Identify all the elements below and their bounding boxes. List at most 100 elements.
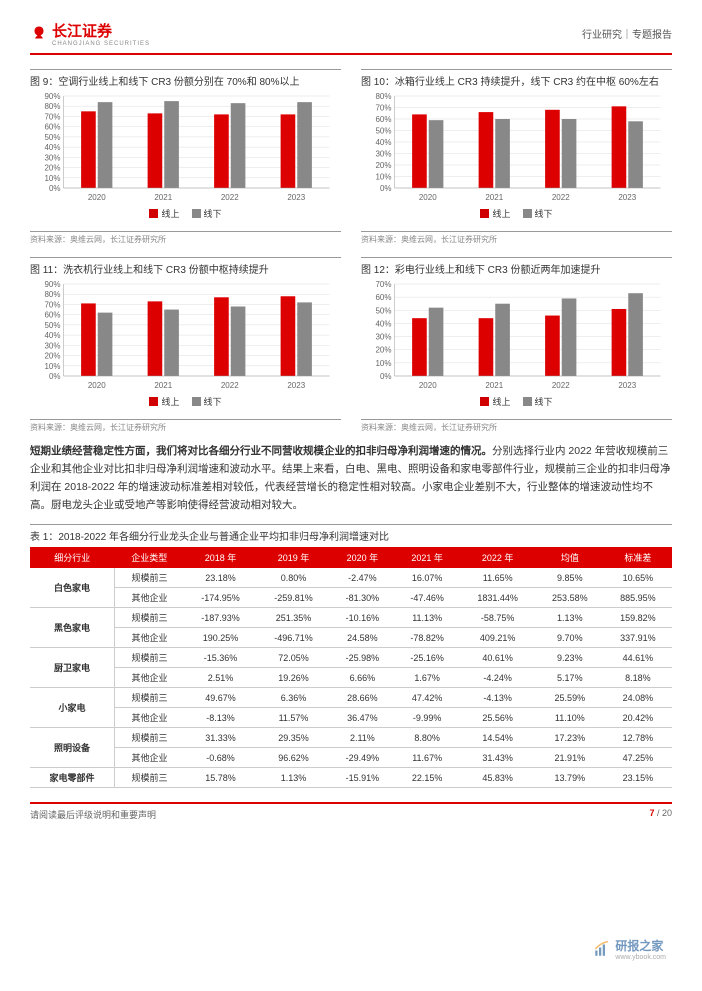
table-cell: 规模前三 bbox=[114, 568, 184, 588]
table-cell: 20.42% bbox=[604, 708, 672, 728]
table-cell: -4.24% bbox=[460, 668, 536, 688]
table-cell: 25.59% bbox=[536, 688, 604, 708]
brand-icon bbox=[30, 25, 48, 43]
svg-text:2021: 2021 bbox=[485, 193, 503, 202]
svg-text:60%: 60% bbox=[375, 293, 391, 302]
svg-text:2020: 2020 bbox=[419, 193, 437, 202]
chart-title: 图 10：冰箱行业线上 CR3 持续提升，线下 CR3 约在中枢 60%左右 bbox=[361, 69, 672, 88]
table-cell: 19.26% bbox=[257, 668, 330, 688]
table-cell: 25.56% bbox=[460, 708, 536, 728]
svg-text:2020: 2020 bbox=[88, 193, 106, 202]
table-cell: 44.61% bbox=[604, 648, 672, 668]
watermark-sub: www.ybook.com bbox=[615, 954, 666, 961]
table-row: 家电零部件规模前三15.78%1.13%-15.91%22.15%45.83%1… bbox=[30, 768, 672, 788]
svg-text:60%: 60% bbox=[375, 115, 391, 124]
svg-text:2021: 2021 bbox=[154, 193, 172, 202]
table-cell: -81.30% bbox=[330, 588, 395, 608]
svg-text:20%: 20% bbox=[375, 346, 391, 355]
table-cell: 72.05% bbox=[257, 648, 330, 668]
chart-source: 资料来源：奥维云网，长江证券研究所 bbox=[361, 422, 672, 433]
table-cell: 40.61% bbox=[460, 648, 536, 668]
chart-legend: 线上 线下 bbox=[361, 207, 672, 220]
table-header-cell: 均值 bbox=[536, 547, 604, 568]
svg-text:0%: 0% bbox=[380, 372, 392, 381]
table-cell: 其他企业 bbox=[114, 748, 184, 768]
table-cell: 47.25% bbox=[604, 748, 672, 768]
chart-area: 0%10%20%30%40%50%60%70%2020202120222023 … bbox=[361, 280, 672, 420]
svg-text:2020: 2020 bbox=[88, 381, 106, 390]
svg-text:10%: 10% bbox=[44, 362, 60, 371]
table-cell: 885.95% bbox=[604, 588, 672, 608]
legend-offline: 线下 bbox=[192, 395, 222, 408]
table-cell: 14.54% bbox=[460, 728, 536, 748]
table-row: 其他企业190.25%-496.71%24.58%-78.82%409.21%9… bbox=[30, 628, 672, 648]
table-header-cell: 2021 年 bbox=[395, 547, 460, 568]
svg-text:30%: 30% bbox=[375, 333, 391, 342]
table-header-row: 细分行业企业类型2018 年2019 年2020 年2021 年2022 年均值… bbox=[30, 547, 672, 568]
svg-text:2022: 2022 bbox=[221, 193, 239, 202]
watermark: 研报之家 www.ybook.com bbox=[593, 937, 666, 961]
table-cell: 其他企业 bbox=[114, 708, 184, 728]
table-header-cell: 2020 年 bbox=[330, 547, 395, 568]
chart-block: 图 11：洗衣机行业线上和线下 CR3 份额中枢持续提升 0%10%20%30%… bbox=[30, 257, 341, 433]
table-category-cell: 照明设备 bbox=[30, 728, 114, 768]
table-cell: -0.68% bbox=[184, 748, 257, 768]
header-category: 行业研究｜专题报告 bbox=[582, 26, 672, 41]
chart-area: 0%10%20%30%40%50%60%70%80%20202021202220… bbox=[361, 92, 672, 232]
svg-text:70%: 70% bbox=[44, 300, 60, 309]
data-table: 细分行业企业类型2018 年2019 年2020 年2021 年2022 年均值… bbox=[30, 547, 672, 788]
table-row: 照明设备规模前三31.33%29.35%2.11%8.80%14.54%17.2… bbox=[30, 728, 672, 748]
brand-logo: 长江证券 CHANGJIANG SECURITIES bbox=[30, 20, 150, 47]
table-cell: 159.82% bbox=[604, 608, 672, 628]
page-header: 长江证券 CHANGJIANG SECURITIES 行业研究｜专题报告 bbox=[30, 20, 672, 55]
svg-text:2022: 2022 bbox=[221, 381, 239, 390]
table-cell: 11.65% bbox=[460, 568, 536, 588]
page: 长江证券 CHANGJIANG SECURITIES 行业研究｜专题报告 图 9… bbox=[0, 0, 702, 841]
table-cell: 1831.44% bbox=[460, 588, 536, 608]
svg-text:80%: 80% bbox=[44, 102, 60, 111]
table-cell: 23.18% bbox=[184, 568, 257, 588]
table-cell: 16.07% bbox=[395, 568, 460, 588]
table-cell: 10.65% bbox=[604, 568, 672, 588]
table-category-cell: 家电零部件 bbox=[30, 768, 114, 788]
svg-text:90%: 90% bbox=[44, 280, 60, 289]
chart-legend: 线上 线下 bbox=[361, 395, 672, 408]
table-cell: -15.91% bbox=[330, 768, 395, 788]
svg-text:10%: 10% bbox=[375, 359, 391, 368]
chart-block: 图 9：空调行业线上和线下 CR3 份额分别在 70%和 80%以上 0%10%… bbox=[30, 69, 341, 245]
charts-grid: 图 9：空调行业线上和线下 CR3 份额分别在 70%和 80%以上 0%10%… bbox=[30, 69, 672, 433]
table-cell: 9.70% bbox=[536, 628, 604, 648]
chart-title: 图 12：彩电行业线上和线下 CR3 份额近两年加速提升 bbox=[361, 257, 672, 276]
table-cell: -15.36% bbox=[184, 648, 257, 668]
table-cell: -25.16% bbox=[395, 648, 460, 668]
table-cell: 49.67% bbox=[184, 688, 257, 708]
table-cell: -25.98% bbox=[330, 648, 395, 668]
table-cell: 31.43% bbox=[460, 748, 536, 768]
chart-block: 图 12：彩电行业线上和线下 CR3 份额近两年加速提升 0% 10% 20% 30%… bbox=[361, 257, 672, 433]
table-header-cell: 企业类型 bbox=[114, 547, 184, 568]
svg-text:2020: 2020 bbox=[419, 381, 437, 390]
svg-text:80%: 80% bbox=[375, 92, 391, 101]
table-cell: 规模前三 bbox=[114, 608, 184, 628]
table-cell: 1.67% bbox=[395, 668, 460, 688]
table-cell: 6.66% bbox=[330, 668, 395, 688]
chart-area: 0%10%20%30%40%50%60%70%80%90%20202021202… bbox=[30, 280, 341, 420]
svg-text:10%: 10% bbox=[44, 174, 60, 183]
brand-name: 长江证券 bbox=[52, 20, 150, 41]
svg-text:20%: 20% bbox=[44, 352, 60, 361]
table-cell: 337.91% bbox=[604, 628, 672, 648]
svg-text:2023: 2023 bbox=[618, 381, 636, 390]
svg-text:2023: 2023 bbox=[287, 381, 305, 390]
table-cell: 11.10% bbox=[536, 708, 604, 728]
table-row: 其他企业-0.68%96.62%-29.49%11.67%31.43%21.91… bbox=[30, 748, 672, 768]
table-cell: 8.80% bbox=[395, 728, 460, 748]
table-cell: 45.83% bbox=[460, 768, 536, 788]
table-cell: 0.80% bbox=[257, 568, 330, 588]
legend-offline: 线下 bbox=[523, 207, 553, 220]
table-cell: 其他企业 bbox=[114, 668, 184, 688]
table-header-cell: 2018 年 bbox=[184, 547, 257, 568]
table-cell: 253.58% bbox=[536, 588, 604, 608]
table-cell: -496.71% bbox=[257, 628, 330, 648]
svg-text:30%: 30% bbox=[375, 150, 391, 159]
table-cell: 251.35% bbox=[257, 608, 330, 628]
